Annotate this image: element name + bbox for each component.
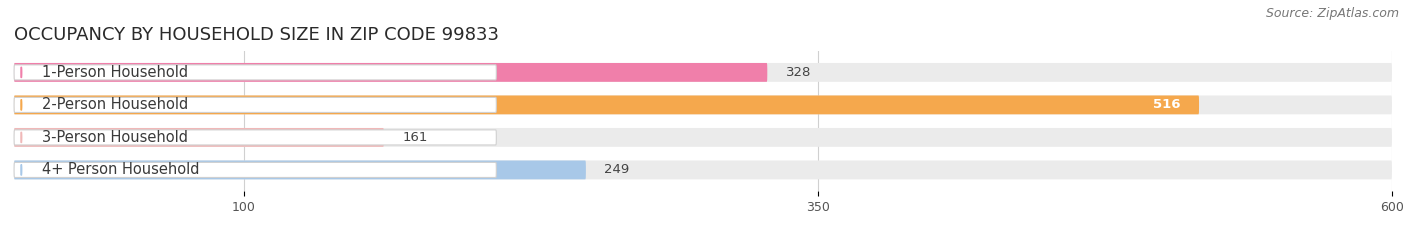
FancyBboxPatch shape	[14, 161, 1392, 179]
Text: Source: ZipAtlas.com: Source: ZipAtlas.com	[1265, 7, 1399, 20]
Text: 161: 161	[402, 131, 427, 144]
FancyBboxPatch shape	[14, 130, 496, 145]
FancyBboxPatch shape	[14, 128, 384, 147]
FancyBboxPatch shape	[14, 63, 1392, 82]
Text: 328: 328	[786, 66, 811, 79]
Text: 249: 249	[605, 163, 630, 176]
FancyBboxPatch shape	[14, 128, 1392, 147]
Text: 4+ Person Household: 4+ Person Household	[42, 162, 200, 177]
Text: 3-Person Household: 3-Person Household	[42, 130, 188, 145]
FancyBboxPatch shape	[14, 65, 496, 80]
Text: 516: 516	[1153, 98, 1181, 111]
FancyBboxPatch shape	[14, 96, 1392, 114]
FancyBboxPatch shape	[14, 63, 768, 82]
Text: 1-Person Household: 1-Person Household	[42, 65, 188, 80]
FancyBboxPatch shape	[14, 161, 586, 179]
FancyBboxPatch shape	[14, 162, 496, 178]
Text: 2-Person Household: 2-Person Household	[42, 97, 188, 112]
FancyBboxPatch shape	[14, 97, 496, 113]
FancyBboxPatch shape	[14, 96, 1199, 114]
Text: OCCUPANCY BY HOUSEHOLD SIZE IN ZIP CODE 99833: OCCUPANCY BY HOUSEHOLD SIZE IN ZIP CODE …	[14, 26, 499, 44]
